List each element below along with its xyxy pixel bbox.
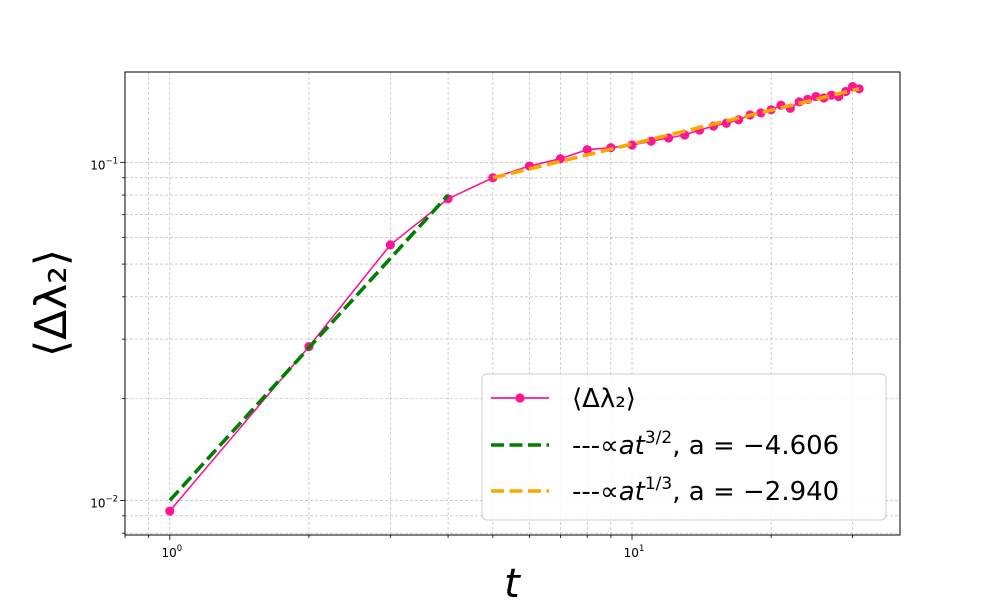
plot-frame	[124, 71, 901, 536]
legend-label: ⟨Δλ₂⟩	[572, 384, 636, 414]
legend-entry-2: ---∝at1/3, a = −2.940	[491, 474, 839, 507]
legend-entry-1: ---∝at3/2, a = −4.606	[491, 428, 839, 461]
legend-box	[481, 373, 887, 521]
legend-label: ---∝at3/2, a = −4.606	[572, 428, 839, 461]
data-point	[165, 506, 175, 516]
legend: ⟨Δλ₂⟩ ---∝at3/2, a = −4.606 ---∝at1/3, a =…	[481, 373, 887, 521]
axis-ticks: 100 101 10−2 10−1	[90, 156, 853, 560]
legend-entry-0: ⟨Δλ₂⟩	[491, 384, 636, 414]
fit-line-1	[168, 193, 450, 502]
x-tick-label: 100	[161, 544, 182, 560]
legend-entries: ⟨Δλ₂⟩ ---∝at3/2, a = −4.606 ---∝at1/3, a =…	[491, 384, 839, 507]
plot-series	[165, 81, 864, 516]
x-tick-label: 101	[624, 544, 645, 560]
x-axis-label: t	[504, 561, 521, 600]
legend-label: ---∝at1/3, a = −2.940	[572, 474, 839, 507]
data-point	[582, 145, 592, 155]
y-tick-label: 10−1	[90, 156, 118, 172]
data-point	[385, 240, 395, 250]
legend-marker	[515, 393, 525, 403]
fit-line-2	[492, 87, 860, 180]
y-axis-label: ⟨Δλ₂⟩	[26, 249, 77, 357]
y-tick-label: 10−2	[90, 494, 118, 510]
